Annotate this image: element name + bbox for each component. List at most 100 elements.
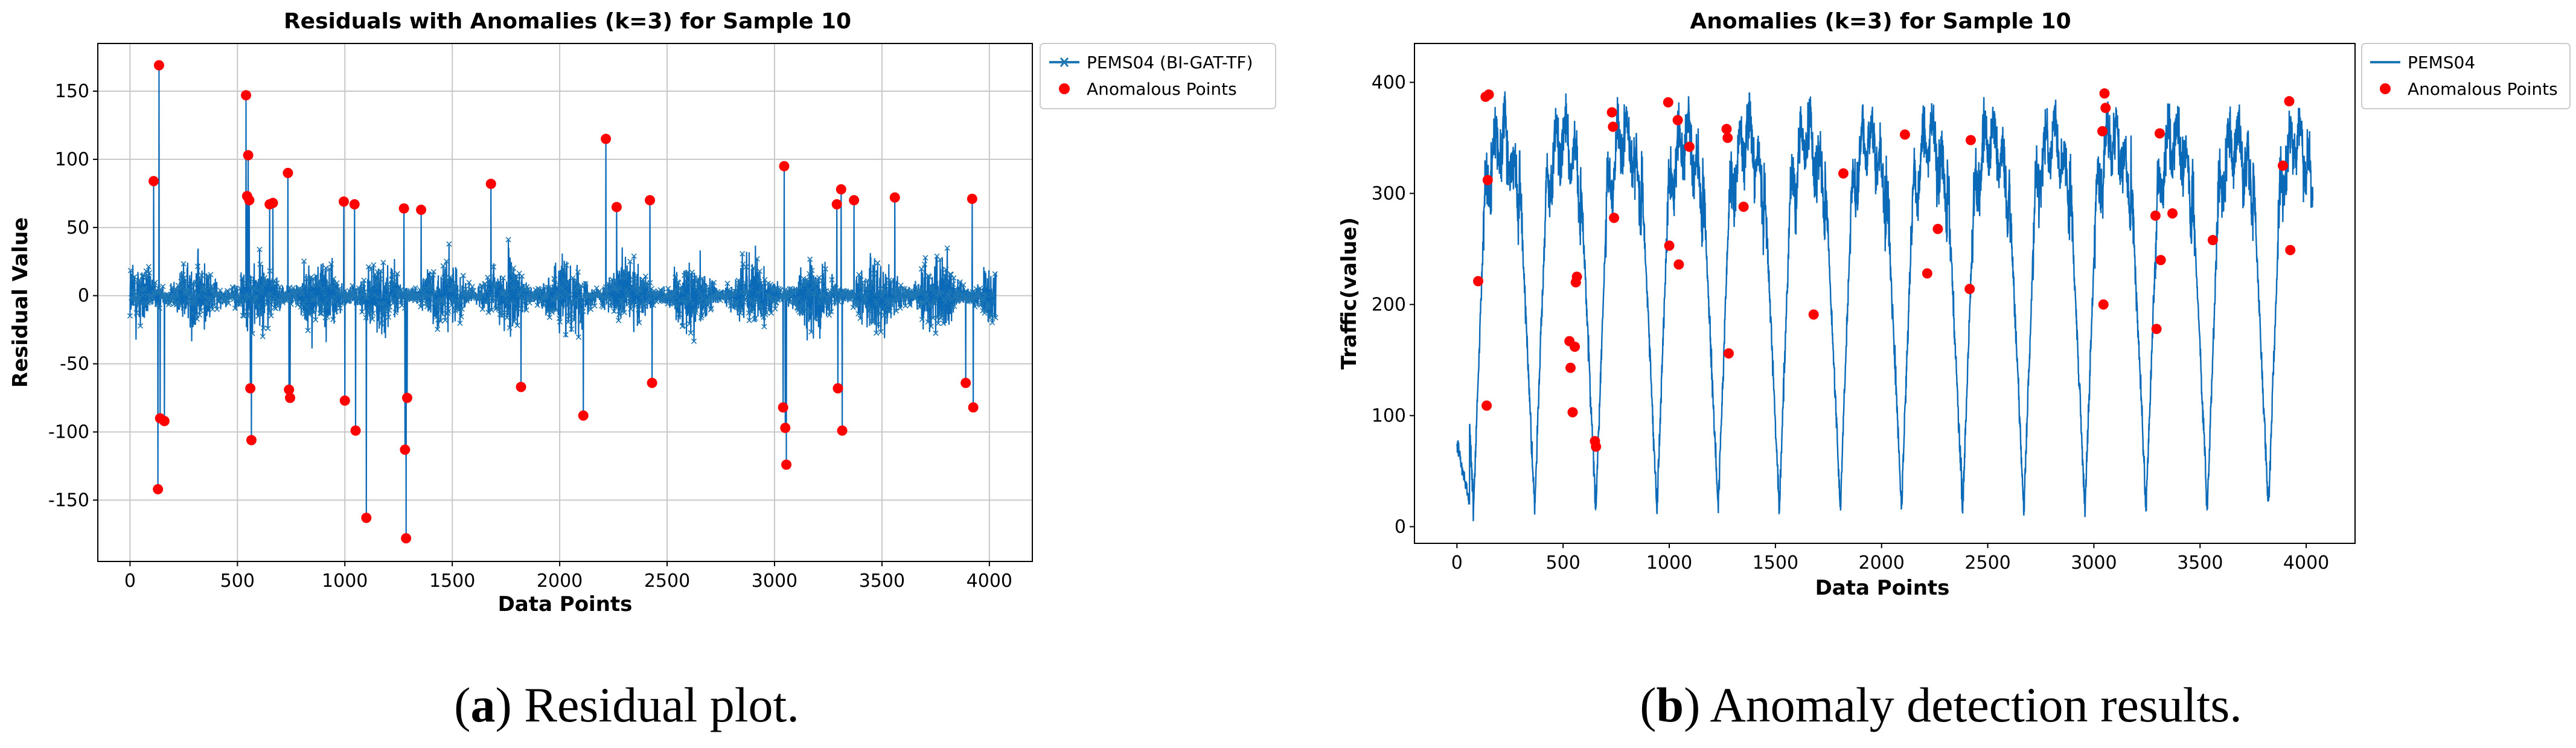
caption-b: (b) Anomaly detection results. xyxy=(1640,677,2242,732)
residual-y-ticks: -150 -100 -50 0 50 100 150 xyxy=(48,81,98,511)
residual-grid xyxy=(98,43,1032,561)
traffic-anomaly-point xyxy=(1722,132,1733,143)
traffic-x-ticks: 0 500 1000 1500 2000 2500 3000 3500 4000 xyxy=(1451,543,2329,574)
residual-x-label: Data Points xyxy=(498,592,633,616)
traffic-anomaly-point xyxy=(1571,271,1582,282)
residual-anomaly-point xyxy=(578,410,589,421)
residual-anomaly-point xyxy=(401,392,412,403)
residual-legend-box xyxy=(1040,43,1276,109)
traffic-y-tick-label: 0 xyxy=(1395,516,1406,537)
residual-anomaly-point xyxy=(153,60,164,71)
residual-x-tick-label: 500 xyxy=(220,571,255,592)
traffic-anomaly-point xyxy=(2277,160,2288,171)
caption-a: (a) Residual plot. xyxy=(454,677,799,732)
residual-anomaly-point xyxy=(833,383,843,394)
caption-a-close: ) xyxy=(495,677,511,732)
residual-x-ticks: 0 500 1000 1500 2000 2500 3000 3500 4000 xyxy=(124,561,1012,592)
residual-legend-anomaly-swatch xyxy=(1059,83,1070,94)
residual-anomaly-point xyxy=(241,90,252,101)
caption-a-open: ( xyxy=(454,677,470,732)
residual-legend: PEMS04 (BI-GAT-TF) Anomalous Points xyxy=(1040,43,1276,109)
traffic-y-tick-label: 400 xyxy=(1372,72,1406,93)
traffic-x-tick-label: 1000 xyxy=(1646,552,1692,574)
traffic-anomaly-point xyxy=(1838,168,1849,179)
anomaly-plot-bg xyxy=(1414,43,2355,543)
anomaly-legend-anomaly-swatch xyxy=(2380,83,2391,94)
residual-x-tick-label: 0 xyxy=(124,571,136,592)
residual-anomaly-point xyxy=(960,377,971,388)
residual-plot-frame xyxy=(97,43,1033,562)
traffic-anomaly-point xyxy=(1672,115,1683,126)
traffic-y-tick-label: 300 xyxy=(1372,183,1406,204)
traffic-anomaly-point xyxy=(1808,309,1819,320)
traffic-anomaly-point xyxy=(1570,341,1580,352)
residual-anomaly-point xyxy=(968,402,979,413)
traffic-anomaly-point xyxy=(1664,240,1675,251)
caption-b-text: Anomaly detection results. xyxy=(1700,677,2242,732)
residual-anomaly-point xyxy=(485,179,496,190)
residual-anomaly-point xyxy=(338,196,349,207)
traffic-anomaly-point xyxy=(1482,174,1493,185)
traffic-y-tick-label: 200 xyxy=(1372,294,1406,315)
residual-anomaly-point xyxy=(778,402,788,413)
traffic-anomaly-point xyxy=(2150,210,2161,221)
residual-anomaly-point xyxy=(350,425,361,436)
residual-y-tick-label: 0 xyxy=(78,286,89,307)
residual-anomaly-point xyxy=(416,204,427,215)
residual-y-tick-label: 150 xyxy=(55,81,89,102)
residual-anomaly-point xyxy=(780,423,791,433)
traffic-anomaly-point xyxy=(1473,276,1484,287)
residual-anomaly-point xyxy=(601,133,612,144)
caption-b-close: ) xyxy=(1684,677,1700,732)
residual-legend-x-marker xyxy=(1059,57,1069,67)
traffic-anomaly-point xyxy=(1964,284,1975,295)
residual-anomaly-point xyxy=(779,161,790,171)
anomaly-plot-frame xyxy=(1414,43,2356,544)
anomaly-legend: PEMS04 Anomalous Points xyxy=(2361,43,2571,109)
traffic-x-tick-label: 2000 xyxy=(1859,552,1905,574)
residual-anomaly-point xyxy=(283,168,293,178)
traffic-x-tick-label: 3000 xyxy=(2071,552,2117,574)
traffic-anomaly-point xyxy=(1899,129,1910,140)
traffic-anomaly-point xyxy=(2151,324,2162,334)
traffic-anomaly-point xyxy=(2098,299,2109,310)
traffic-x-tick-label: 4000 xyxy=(2283,552,2329,574)
traffic-series xyxy=(1456,91,2314,522)
traffic-anomaly-point xyxy=(1483,89,1494,100)
traffic-anomaly-point xyxy=(1608,121,1619,132)
traffic-anomaly-point xyxy=(1663,97,1673,108)
residual-anomaly-point xyxy=(401,533,412,544)
residual-anomaly-point xyxy=(611,202,622,213)
residual-series-markers xyxy=(127,62,999,433)
residual-anomaly-point xyxy=(284,392,295,403)
traffic-anomaly-point xyxy=(2284,96,2295,107)
residual-anomaly-point xyxy=(781,459,792,470)
traffic-anomaly-point xyxy=(2097,126,2108,136)
residual-anomaly-point xyxy=(849,195,860,206)
residual-x-tick-label: 1500 xyxy=(429,571,475,592)
traffic-anomaly-point xyxy=(1932,223,1943,234)
traffic-x-tick-label: 1500 xyxy=(1753,552,1798,574)
traffic-anomaly-point xyxy=(1684,141,1695,152)
traffic-anomalies xyxy=(1473,88,2296,452)
residual-series xyxy=(127,62,999,539)
traffic-anomaly-point xyxy=(2285,245,2296,255)
traffic-x-tick-label: 0 xyxy=(1451,552,1463,574)
residual-anomaly-point xyxy=(889,192,900,203)
residual-x-tick-label: 2000 xyxy=(537,571,583,592)
residual-anomaly-point xyxy=(267,197,278,208)
residual-anomaly-point xyxy=(967,193,977,204)
traffic-anomaly-point xyxy=(1738,201,1749,212)
traffic-series-line xyxy=(1456,91,2314,522)
residual-anomaly-point xyxy=(244,195,255,206)
residual-anomaly-point xyxy=(245,383,256,394)
residual-y-tick-label: 100 xyxy=(55,149,89,170)
residual-chart-title: Residuals with Anomalies (k=3) for Sampl… xyxy=(284,9,851,34)
anomaly-legend-anomaly-label: Anomalous Points xyxy=(2408,79,2558,99)
residual-legend-anomaly-label: Anomalous Points xyxy=(1087,79,1237,99)
anomaly-chart-title: Anomalies (k=3) for Sample 10 xyxy=(1690,9,2071,34)
caption-b-open: ( xyxy=(1640,677,1656,732)
residual-anomaly-point xyxy=(647,377,657,388)
residual-y-tick-label: -150 xyxy=(48,490,89,511)
